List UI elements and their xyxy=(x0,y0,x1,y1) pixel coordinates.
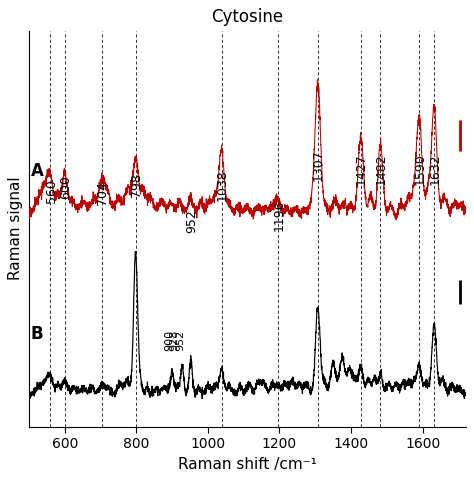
Text: 1307: 1307 xyxy=(312,149,325,181)
Text: 900: 900 xyxy=(164,330,174,351)
Text: 952: 952 xyxy=(185,209,198,233)
Text: 1427: 1427 xyxy=(355,154,368,185)
X-axis label: Raman shift /cm⁻¹: Raman shift /cm⁻¹ xyxy=(178,456,317,472)
Text: 1632: 1632 xyxy=(428,154,441,185)
Text: 1038: 1038 xyxy=(216,169,229,201)
Title: Cytosine: Cytosine xyxy=(211,8,283,26)
Text: 928: 928 xyxy=(170,330,180,351)
Text: 704: 704 xyxy=(96,181,109,205)
Text: 600: 600 xyxy=(59,175,72,199)
Text: 1590: 1590 xyxy=(413,154,426,185)
Text: 798: 798 xyxy=(130,173,143,197)
Text: A: A xyxy=(31,162,44,180)
Text: 952: 952 xyxy=(175,330,185,351)
Text: 1196: 1196 xyxy=(272,199,285,231)
Y-axis label: Raman signal: Raman signal xyxy=(9,177,23,280)
Text: 1482: 1482 xyxy=(374,154,388,185)
Text: B: B xyxy=(31,324,43,343)
Text: 560: 560 xyxy=(45,179,57,203)
